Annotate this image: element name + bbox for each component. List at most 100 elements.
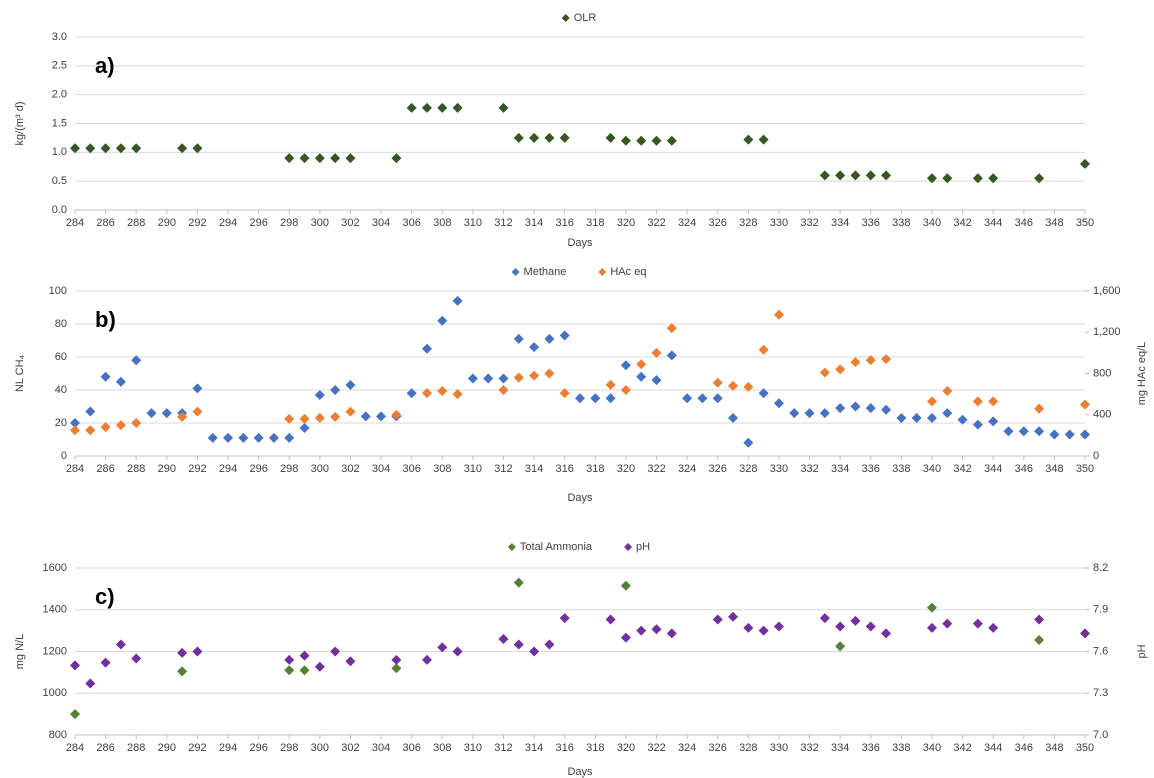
x-tick-label: 284 (66, 463, 84, 475)
x-tick-label: 336 (862, 742, 880, 754)
point (926, 622, 937, 633)
point (345, 380, 356, 391)
x-tick-label: 288 (127, 217, 145, 229)
point (942, 173, 953, 184)
point (529, 132, 540, 143)
y2-tick-label: 400 (1093, 409, 1111, 421)
x-tick-label: 346 (1015, 463, 1033, 475)
point (620, 385, 631, 395)
x-tick-label: 292 (188, 217, 206, 229)
point (835, 403, 846, 414)
point (345, 153, 356, 164)
point (299, 650, 310, 661)
x-tick-label: 344 (984, 463, 1002, 475)
point (988, 416, 999, 427)
x-tick-label: 328 (739, 742, 757, 754)
point (115, 639, 126, 650)
point (284, 654, 295, 665)
point (406, 388, 417, 399)
legend-label: pH (636, 541, 650, 553)
point (712, 614, 723, 625)
point (85, 143, 96, 154)
point (85, 406, 96, 417)
point (483, 373, 494, 384)
x-tick-label: 340 (923, 217, 941, 229)
y-axis-title: mg N/L (14, 634, 26, 669)
point (437, 642, 448, 653)
point (988, 396, 999, 407)
point (942, 618, 953, 629)
x-tick-label: 286 (96, 217, 114, 229)
y-axis-title: NL CH₄ (14, 354, 26, 392)
point (743, 437, 754, 448)
point (345, 656, 356, 667)
point (682, 393, 693, 404)
point (972, 173, 983, 184)
y-tick-label: 100 (49, 285, 67, 297)
point (835, 364, 846, 375)
point (605, 393, 616, 404)
legend-marker (561, 14, 570, 22)
y2-tick-label: 8.2 (1093, 562, 1108, 574)
x-tick-label: 332 (800, 742, 818, 754)
x-tick-label: 326 (709, 463, 727, 475)
point (299, 422, 310, 433)
x-tick-label: 346 (1015, 742, 1033, 754)
point (100, 657, 111, 668)
x-tick-label: 314 (525, 463, 543, 475)
point (513, 372, 524, 383)
y-tick-label: 0.0 (52, 204, 67, 216)
x-tick-label: 338 (892, 742, 910, 754)
point (529, 646, 540, 657)
point (391, 654, 402, 665)
point (131, 653, 142, 664)
x-tick-label: 330 (770, 463, 788, 475)
point (620, 632, 631, 643)
point (529, 342, 540, 353)
point (100, 143, 111, 154)
point (712, 377, 723, 388)
point (666, 135, 677, 146)
panel-label: a) (95, 53, 115, 78)
legend-marker (507, 543, 516, 551)
point (1080, 158, 1090, 169)
point (161, 408, 172, 419)
x-tick-label: 342 (953, 217, 971, 229)
point (896, 413, 907, 424)
point (1064, 429, 1075, 440)
y-tick-label: 1000 (43, 687, 67, 699)
x-tick-label: 298 (280, 463, 298, 475)
point (590, 393, 601, 404)
point (330, 385, 341, 395)
point (865, 355, 876, 366)
x-tick-label: 284 (66, 217, 84, 229)
point (636, 625, 647, 636)
x-tick-label: 334 (831, 463, 849, 475)
point (192, 143, 203, 154)
point (498, 385, 509, 395)
point (498, 633, 509, 644)
point (728, 611, 739, 622)
point (284, 665, 295, 676)
point (804, 408, 815, 419)
point (421, 654, 432, 665)
point (513, 639, 524, 650)
point (926, 173, 937, 184)
x-tick-label: 312 (494, 217, 512, 229)
point (284, 413, 295, 424)
y-tick-label: 0.5 (52, 175, 67, 187)
y2-tick-label: 0 (1093, 450, 1099, 462)
x-tick-label: 302 (341, 217, 359, 229)
point (911, 413, 922, 424)
point (620, 135, 631, 146)
x-tick-label: 310 (464, 217, 482, 229)
x-tick-label: 324 (678, 217, 696, 229)
point (988, 173, 999, 184)
x-tick-label: 306 (402, 463, 420, 475)
point (850, 170, 861, 181)
point (421, 102, 432, 113)
x-tick-label: 310 (464, 463, 482, 475)
x-tick-label: 300 (311, 463, 329, 475)
point (70, 418, 80, 428)
point (253, 432, 264, 443)
